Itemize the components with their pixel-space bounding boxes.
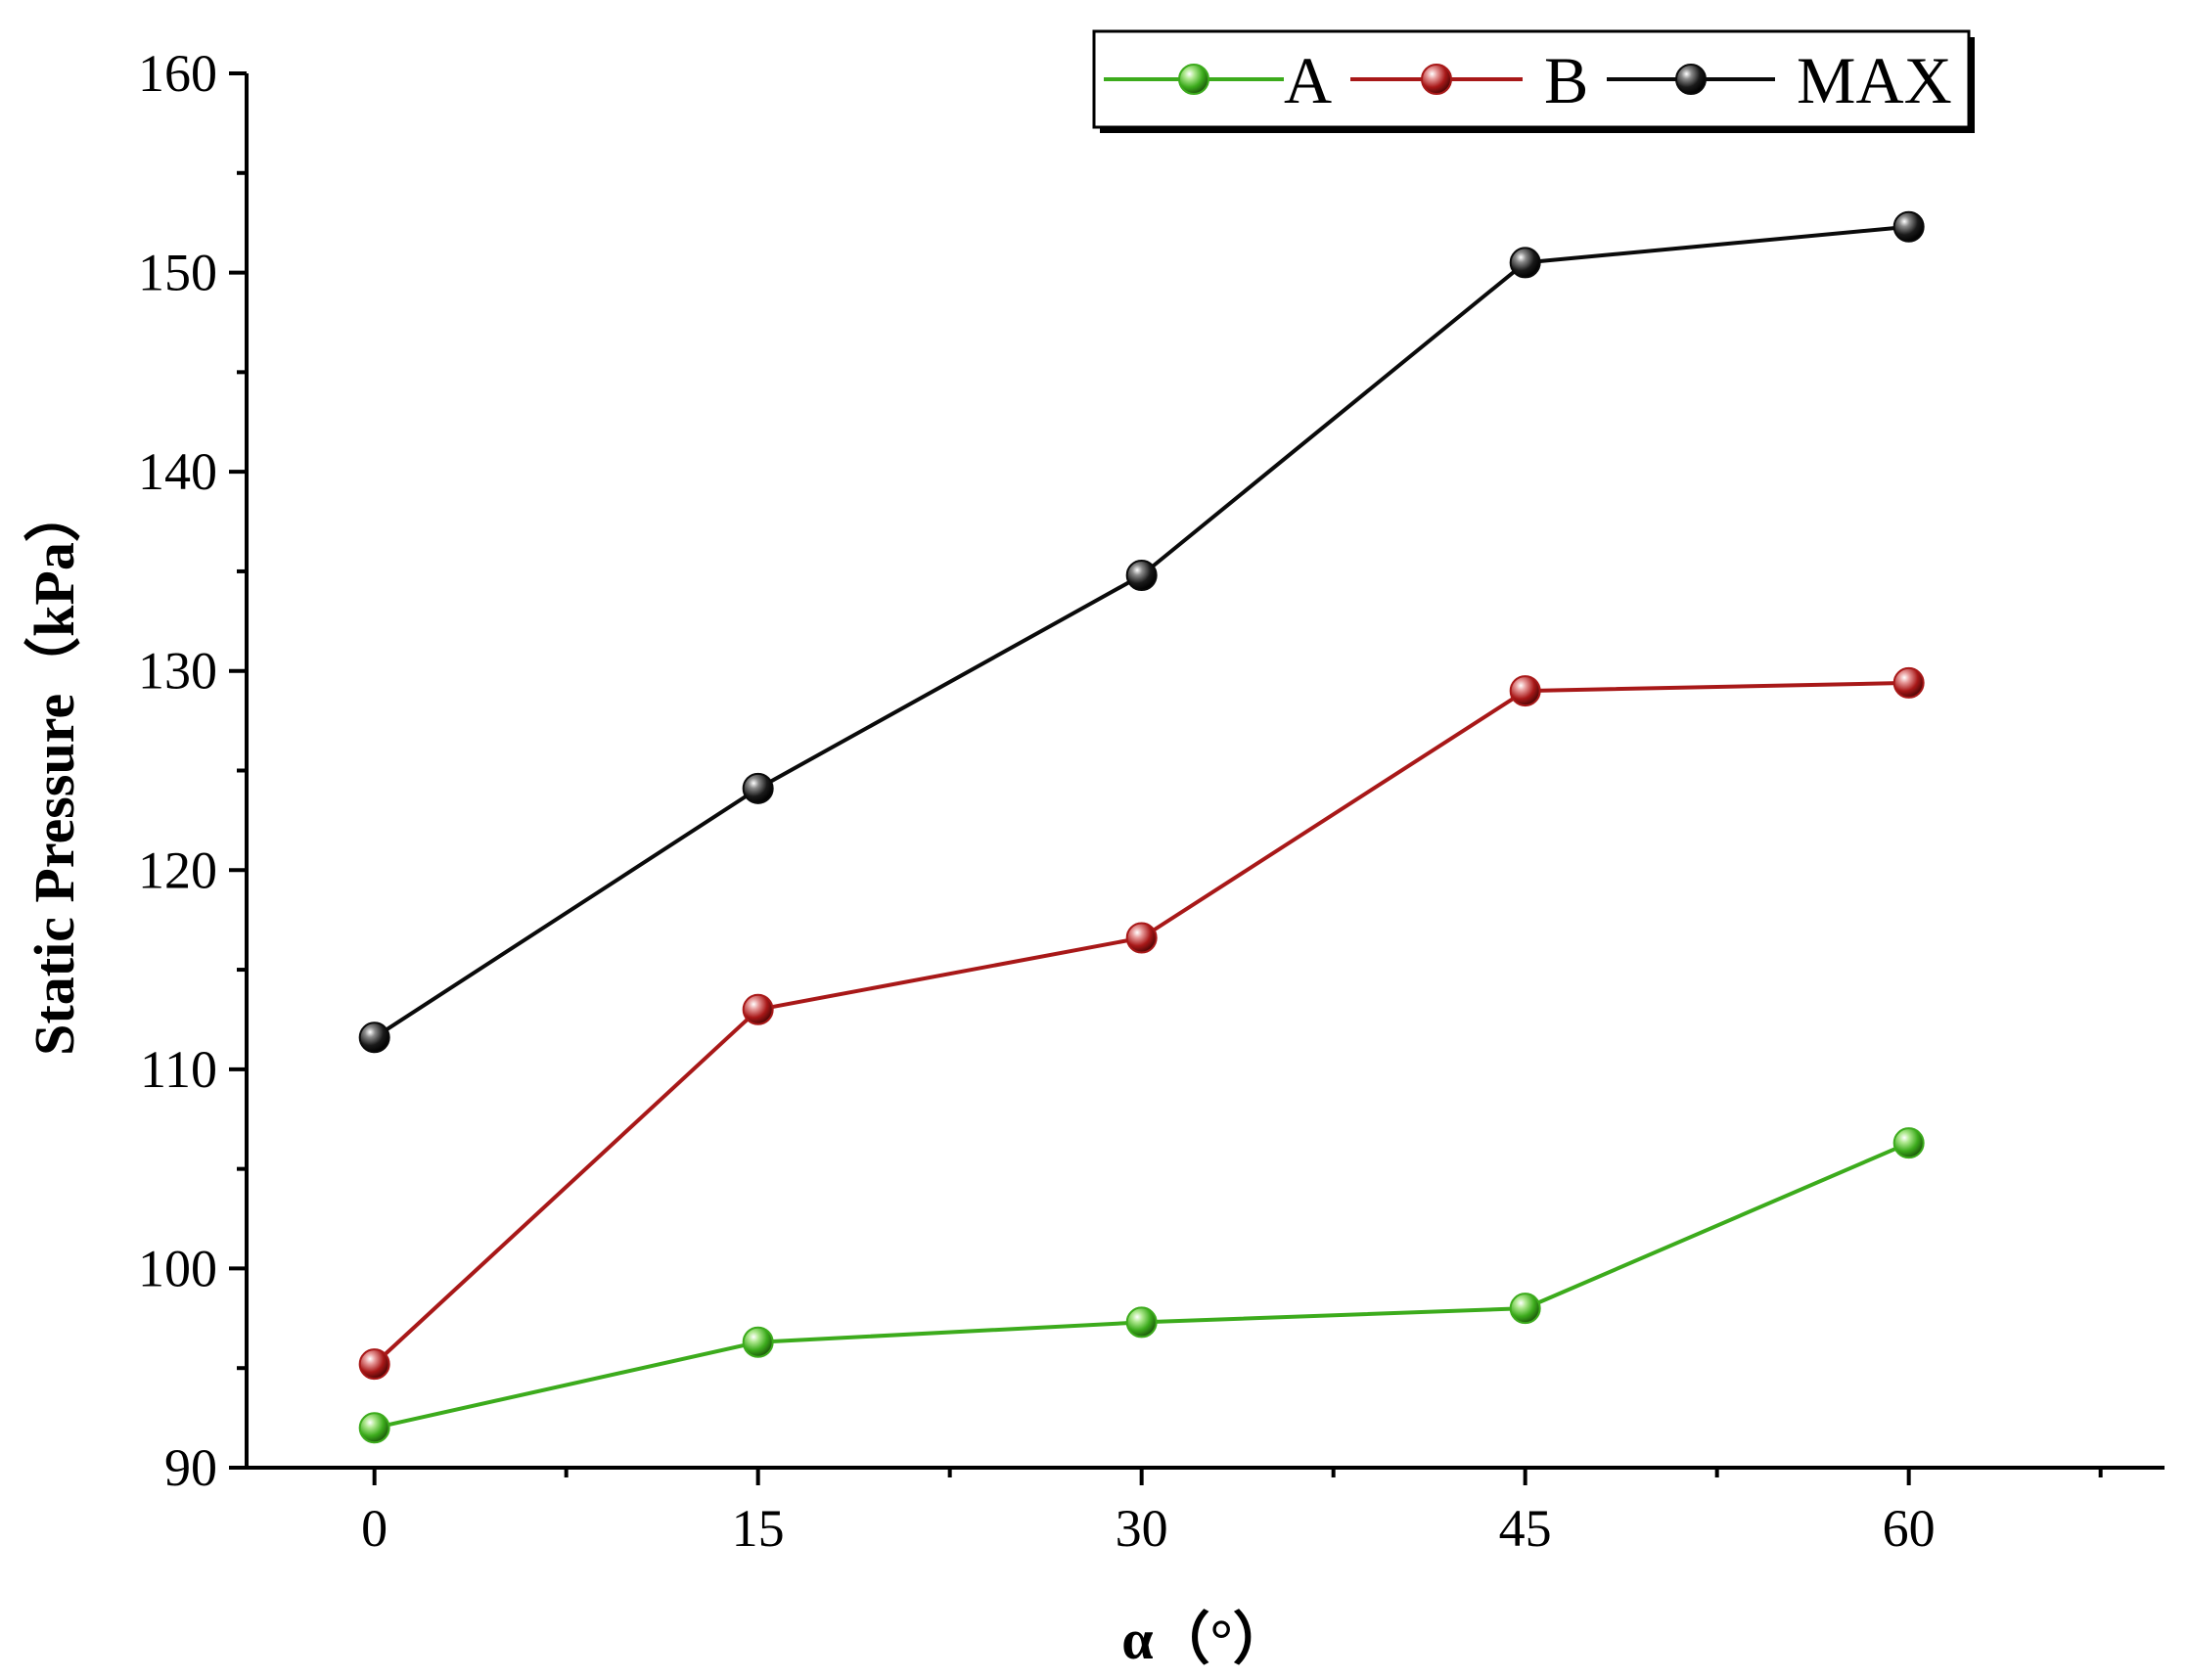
legend-label-A: A — [1284, 43, 1332, 117]
point-B-0 — [358, 1348, 390, 1381]
point-MAX-0 — [358, 1022, 390, 1054]
x-tick-label: 45 — [1499, 1499, 1552, 1558]
point-MAX-30 — [1125, 560, 1158, 591]
y-tick-label: 160 — [138, 44, 217, 103]
point-A-60 — [1892, 1127, 1925, 1159]
point-A-15 — [742, 1326, 774, 1358]
y-tick-label: 120 — [138, 840, 217, 899]
point-B-30 — [1125, 922, 1158, 954]
legend-marker-A — [1178, 64, 1209, 95]
point-MAX-15 — [742, 772, 774, 804]
series-line-B — [373, 680, 1909, 1366]
point-A-30 — [1125, 1306, 1158, 1339]
y-tick-label: 110 — [140, 1040, 217, 1099]
x-axis-title: α（°） — [1121, 1608, 1290, 1671]
point-A-0 — [358, 1412, 390, 1444]
y-tick-label: 130 — [138, 642, 217, 701]
y-tick-label: 140 — [138, 442, 217, 501]
legend-label-MAX: MAX — [1797, 43, 1952, 117]
y-tick-label: 100 — [138, 1239, 217, 1297]
point-A-45 — [1509, 1293, 1541, 1325]
legend-marker-MAX — [1675, 64, 1707, 95]
legend-label-B: B — [1544, 43, 1588, 117]
y-tick-label: 90 — [164, 1438, 217, 1497]
y-tick-label: 150 — [138, 244, 217, 302]
series-layer — [358, 210, 1925, 1444]
point-B-60 — [1892, 666, 1925, 699]
axes: 90 100 110 120 130 140 150 160 0 15 30 45 60 — [138, 44, 2165, 1558]
x-tick-label: 60 — [1883, 1499, 1936, 1558]
x-tick-label: 30 — [1116, 1499, 1168, 1558]
y-axis-title: Static Pressure（kPa） — [23, 485, 86, 1056]
point-MAX-45 — [1509, 247, 1541, 279]
point-B-15 — [742, 993, 774, 1025]
series-line-A — [374, 1141, 1910, 1430]
x-tick-label: 15 — [732, 1499, 785, 1558]
point-B-45 — [1509, 675, 1541, 707]
series-line-MAX — [373, 224, 1909, 1039]
legend: A B MAX — [1092, 29, 1975, 133]
x-tick-label: 0 — [361, 1499, 387, 1558]
point-MAX-60 — [1892, 210, 1925, 243]
legend-marker-B — [1421, 64, 1452, 95]
